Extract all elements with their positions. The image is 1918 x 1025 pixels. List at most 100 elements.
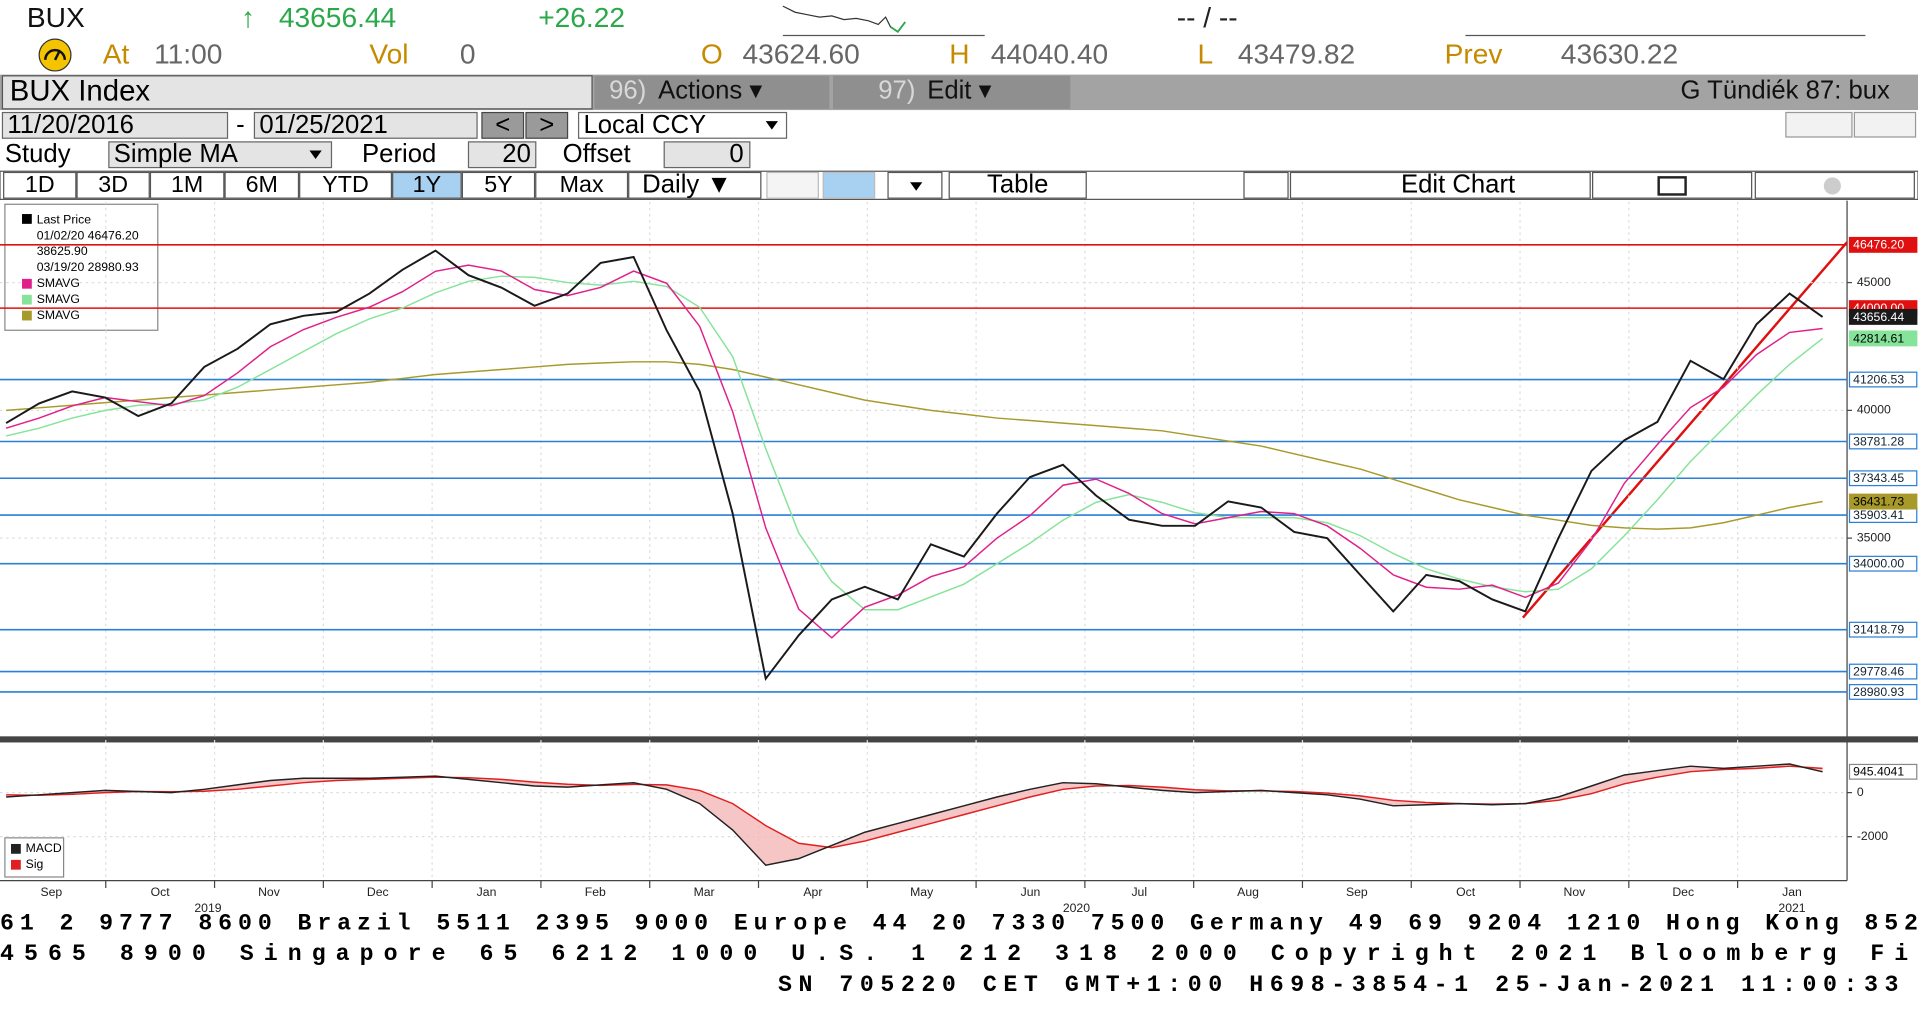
study-box[interactable] [108,141,333,169]
at-label: At [103,39,130,70]
arrow: ↑ [241,2,255,33]
value-tag-label: 28980.93 [1853,685,1904,699]
header: BUX ↑ 43656.44 +26.22 -- / -- At 11:00 V… [27,2,1866,72]
next-arrow: > [539,111,554,139]
x-tick-label: Nov [258,885,281,899]
value-tag-label: 945.4041 [1853,765,1904,779]
series-line [5,275,1824,611]
value-tag-label: 35903.41 [1853,508,1904,522]
range-button[interactable] [76,171,150,199]
prev-button[interactable] [481,111,525,139]
x-tick-label: Oct [151,885,171,899]
alert-icon[interactable] [38,38,72,72]
low: 43479.82 [1238,39,1355,70]
study-caret [309,150,322,160]
range-label: YTD [322,171,368,197]
frequency: Daily ▼ [642,171,732,199]
legend-label: SMAVG [37,308,80,322]
edit-button[interactable] [833,75,1071,109]
end-date: 01/25/2021 [259,111,388,139]
value-tag [1848,330,1918,347]
range-button[interactable] [299,171,393,199]
footer-line: SN 705220 CET GMT+1:00 H698-3854-1 25-Ja… [778,972,1898,998]
x-tick-label: Dec [1672,885,1694,899]
end-date-box[interactable] [253,111,478,139]
legend [4,203,159,331]
offset-label: Offset [563,140,631,168]
footer-line: 61 2 9777 8600 Brazil 5511 2395 9000 Eur… [0,911,1918,937]
chart: Sep Oct Nov Dec Jan Feb Mar Apr May Jun Jul Aug Sep O… [0,200,1918,915]
year-label: 2020 [1063,901,1090,915]
value-tag-label: 43656.44 [1853,310,1904,324]
x-tick-label: Jan [477,885,497,899]
offset-box[interactable] [663,141,751,169]
undo-redo[interactable] [1785,111,1917,138]
y-tick-label: 40000 [1857,403,1891,417]
collapse-button[interactable] [1243,171,1289,199]
study-label: Study [5,140,71,168]
currency-caret [765,121,778,130]
value-tag-label: 34000.00 [1853,557,1904,571]
year-label: 2021 [1778,901,1805,915]
next-button[interactable] [525,111,569,139]
bar-icon[interactable] [822,171,876,199]
range-label: 5Y [484,171,512,197]
range-button[interactable] [224,171,300,199]
value-tag-label: 36431.73 [1853,494,1904,508]
value-tag-label: 31418.79 [1853,622,1904,636]
period-box[interactable] [467,141,537,169]
trend-line [1521,241,1848,619]
range-label: 6M [246,171,278,197]
x-tick-label: Oct [1456,885,1476,899]
plot-area [0,200,1848,881]
table-button[interactable] [948,171,1087,199]
value-tag [1848,621,1918,638]
start-date-box[interactable] [1,111,229,139]
y-tick-label: 0 [1857,785,1864,799]
edit-chart-button[interactable] [1289,171,1591,199]
range-button[interactable] [392,171,462,199]
range-label: 3D [98,171,128,197]
vol-label: Vol [369,39,408,70]
value-tag [1848,371,1918,388]
last-price: 43656.44 [279,2,396,33]
range-button[interactable] [149,171,225,199]
y-tick-label: 45000 [1857,275,1891,289]
security-box[interactable] [1,75,593,110]
range-label: Max [560,171,604,197]
study: Simple MA [114,140,239,168]
value-tag [1848,470,1918,487]
x-tick-label: May [910,885,934,899]
range-label: 1D [25,171,55,197]
legend-label: Last Price [37,212,92,226]
currency-box[interactable] [577,111,788,139]
range-button[interactable] [3,171,77,199]
actions-button[interactable] [594,75,830,109]
x-tick-label: Dec [367,885,389,899]
actions-num: 96) [609,77,646,105]
value-tag-label: 41206.53 [1853,372,1904,386]
high: 44040.40 [991,39,1108,70]
range-label: 1Y [413,171,441,197]
legend-label: MACD [26,841,62,855]
line-icon[interactable] [766,171,819,199]
frequency-box[interactable] [628,171,762,199]
x-tick-label: Mar [694,885,715,899]
series-line [6,763,1823,867]
value-tag [1848,663,1918,680]
high-label: H [949,39,969,70]
alert-icon-glyph [44,48,67,61]
range-button[interactable] [461,171,536,199]
year-label: 2019 [194,901,221,915]
security: BUX Index [10,75,151,108]
ticker: BUX [27,2,85,33]
range-button[interactable] [535,171,629,199]
range-buttons: 1D 3D 1M 6M YTD 1Y 5Y Max [3,171,629,199]
value-tag-label: 46476.20 [1853,238,1904,252]
x-tick-label: Feb [585,885,606,899]
value-tag [1848,308,1918,325]
edit-num: 97) [878,77,915,105]
prev: 43630.22 [1561,39,1678,70]
panel-divider [0,736,1918,743]
x-tick-label: Jul [1131,885,1147,899]
